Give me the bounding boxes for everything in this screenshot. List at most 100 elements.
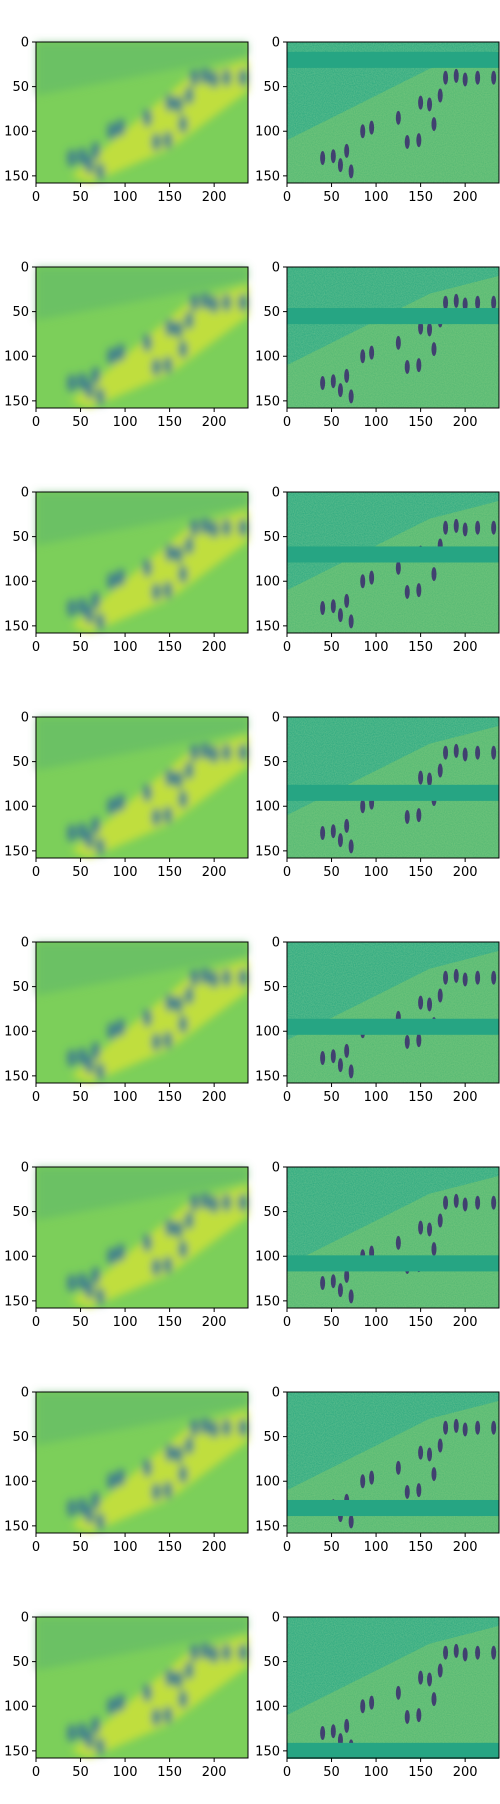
axes-frame [35, 266, 249, 409]
masked-band [287, 546, 499, 563]
x-tick-label: 100 [364, 1765, 389, 1780]
panel-left-row-1: 0 50 100 150 200 0 50 100 150 [4, 36, 249, 205]
masked-band [287, 1499, 499, 1517]
y-tick-label: 0 [21, 486, 29, 501]
axes-frame [35, 716, 249, 859]
y-tick-label: 100 [255, 1475, 280, 1490]
x-tick-label: 0 [283, 1765, 291, 1780]
y-tick-label: 50 [12, 980, 29, 995]
x-tick-label: 200 [453, 865, 478, 880]
y-tick-label: 50 [12, 530, 29, 545]
y-tick-label: 100 [255, 800, 280, 815]
y-tick-label: 100 [4, 575, 29, 590]
y-tick-label: 0 [21, 1611, 29, 1626]
x-tick-label: 150 [408, 1540, 433, 1555]
y-tick-label: 50 [12, 80, 29, 95]
y-tick-label: 0 [21, 1161, 29, 1176]
x-tick-label: 100 [113, 1540, 138, 1555]
axes-frame [286, 716, 500, 859]
y-tick-label: 150 [4, 1519, 29, 1534]
x-tick-label: 50 [72, 415, 89, 430]
x-tick-label: 0 [32, 415, 40, 430]
y-tick-label: 0 [21, 711, 29, 726]
x-tick-label: 100 [113, 865, 138, 880]
y-tick-label: 100 [4, 1025, 29, 1040]
panel-right-row-8: 0 50 100 150 200 0 50 100 150 [255, 1611, 500, 1780]
x-tick-label: 50 [72, 1765, 89, 1780]
axes-frame [35, 941, 249, 1084]
y-tick-label: 150 [255, 619, 280, 634]
x-tick-label: 100 [364, 865, 389, 880]
x-tick-label: 200 [202, 1540, 227, 1555]
x-tick-label: 200 [453, 190, 478, 205]
x-tick-label: 50 [72, 640, 89, 655]
y-tick-label: 50 [12, 755, 29, 770]
masked-band [287, 51, 499, 68]
x-tick-label: 0 [283, 1315, 291, 1330]
x-tick-label: 0 [32, 1765, 40, 1780]
axes-frame [35, 1166, 249, 1309]
image-content [287, 717, 499, 858]
y-tick-label: 100 [255, 1700, 280, 1715]
x-tick-label: 200 [453, 1090, 478, 1105]
panel-right-row-3: 0 50 100 150 200 0 50 100 150 [255, 486, 500, 655]
x-tick-label: 200 [202, 190, 227, 205]
x-tick-label: 50 [323, 865, 340, 880]
image-content [287, 1392, 499, 1533]
x-tick-label: 0 [283, 640, 291, 655]
panel-left-row-2: 0 50 100 150 200 0 50 100 150 [4, 261, 249, 430]
x-tick-label: 100 [364, 1540, 389, 1555]
y-tick-label: 0 [272, 36, 280, 51]
y-tick-label: 150 [4, 169, 29, 184]
x-tick-label: 50 [323, 1765, 340, 1780]
image-content [36, 942, 248, 1083]
y-tick-label: 100 [4, 800, 29, 815]
y-tick-label: 100 [255, 1250, 280, 1265]
x-tick-label: 150 [157, 1765, 182, 1780]
x-tick-label: 50 [323, 1090, 340, 1105]
x-tick-label: 100 [364, 640, 389, 655]
x-tick-label: 200 [453, 415, 478, 430]
x-tick-label: 150 [408, 415, 433, 430]
y-tick-label: 150 [4, 619, 29, 634]
axes-frame [35, 1391, 249, 1534]
x-tick-label: 150 [157, 865, 182, 880]
y-tick-label: 150 [4, 1294, 29, 1309]
y-tick-label: 100 [255, 1025, 280, 1040]
panel-right-row-7: 0 50 100 150 200 0 50 100 150 [255, 1386, 500, 1555]
axes-frame [35, 491, 249, 634]
x-tick-label: 50 [323, 190, 340, 205]
y-tick-label: 100 [4, 1700, 29, 1715]
x-tick-label: 100 [364, 190, 389, 205]
x-tick-label: 200 [202, 640, 227, 655]
image-content [36, 1617, 248, 1758]
x-tick-label: 0 [32, 1090, 40, 1105]
x-tick-label: 100 [113, 190, 138, 205]
image-content [36, 1392, 248, 1533]
y-tick-label: 150 [4, 1744, 29, 1759]
x-tick-label: 150 [157, 190, 182, 205]
x-tick-label: 50 [323, 640, 340, 655]
panel-left-row-5: 0 50 100 150 200 0 50 100 150 [4, 936, 249, 1105]
x-tick-label: 150 [408, 1090, 433, 1105]
panel-right-row-1: 0 50 100 150 200 0 50 100 150 [255, 36, 500, 205]
image-content [36, 267, 248, 408]
x-tick-label: 50 [72, 1315, 89, 1330]
x-tick-label: 150 [157, 1315, 182, 1330]
x-tick-label: 150 [157, 1540, 182, 1555]
axes-frame [286, 1391, 500, 1534]
axes-frame [286, 41, 500, 184]
x-tick-label: 0 [32, 865, 40, 880]
axes-frame [286, 1166, 500, 1309]
x-tick-label: 150 [408, 1315, 433, 1330]
axes-frame [35, 1616, 249, 1759]
y-tick-label: 50 [12, 1205, 29, 1220]
x-tick-label: 0 [283, 865, 291, 880]
panel-left-row-4: 0 50 100 150 200 0 50 100 150 [4, 711, 249, 880]
y-tick-label: 50 [12, 305, 29, 320]
x-tick-label: 100 [364, 1315, 389, 1330]
y-tick-label: 100 [4, 1250, 29, 1265]
axes-frame [286, 266, 500, 409]
y-tick-label: 100 [255, 575, 280, 590]
y-tick-label: 150 [255, 1519, 280, 1534]
